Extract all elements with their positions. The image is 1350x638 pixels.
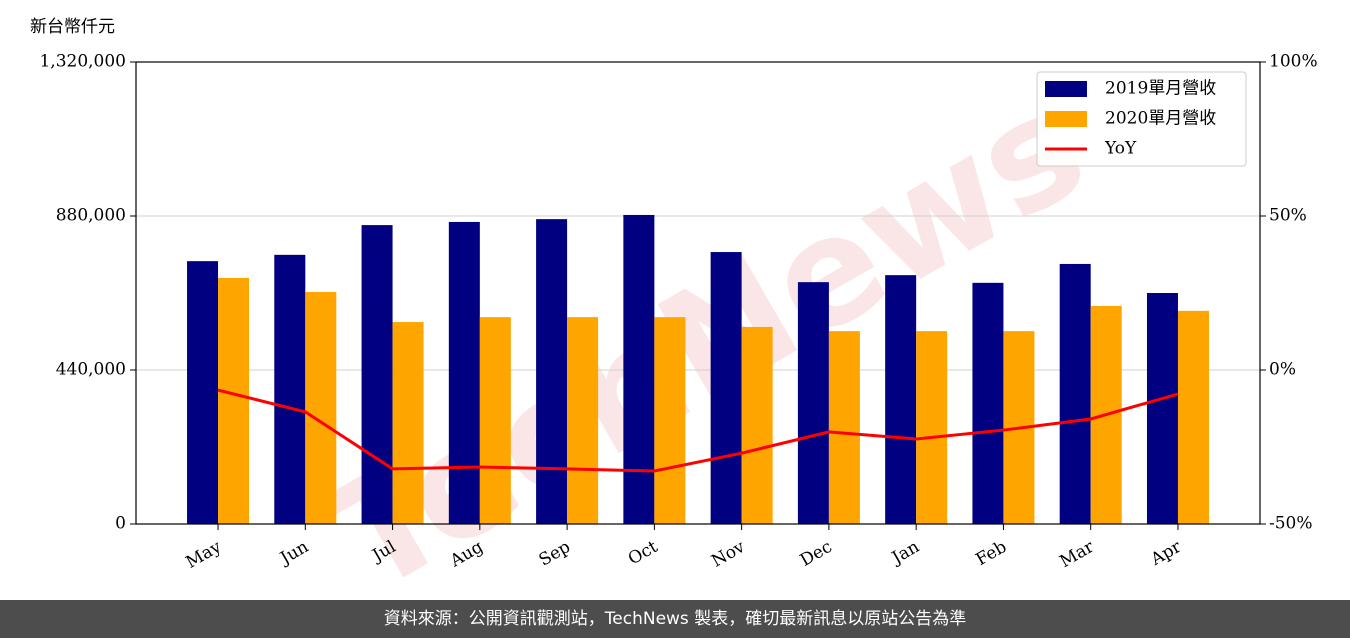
bar <box>828 331 860 524</box>
x-tick-label: Apr <box>1147 536 1186 570</box>
bar <box>567 317 599 524</box>
x-tick-label: Jun <box>275 537 312 570</box>
plot-frame <box>135 61 1261 525</box>
x-tick-label: Oct <box>625 537 661 570</box>
x-tick-label: Nov <box>708 537 748 572</box>
bar <box>972 282 1004 524</box>
legend-label: YoY <box>1104 139 1137 159</box>
x-tick-label: Jan <box>887 537 923 569</box>
x-tick-label: Sep <box>536 537 574 571</box>
x-tick-label: Feb <box>973 537 1011 570</box>
legend-box <box>1036 71 1247 167</box>
y-tick-label: 1,320,000 <box>39 52 126 72</box>
y2-tick-label: -50% <box>1269 514 1313 534</box>
footer-bar <box>0 600 1350 638</box>
y-axis-title: 新台幣仟元 <box>30 17 115 37</box>
bar <box>479 317 511 524</box>
x-tick-label: May <box>183 537 226 573</box>
bar <box>885 275 917 524</box>
bar <box>392 322 424 524</box>
legend-swatch <box>1045 111 1087 127</box>
bar <box>1177 310 1209 524</box>
y-tick-label: 880,000 <box>56 206 126 226</box>
y2-tick-label: 50% <box>1269 206 1307 226</box>
bar <box>187 261 219 524</box>
footer-text: 資料來源：公開資訊觀測站，TechNews 製表，確切最新訊息以原站公告為準 <box>384 609 966 629</box>
bar <box>710 252 742 525</box>
bar <box>218 277 250 524</box>
bar <box>741 326 773 524</box>
bar <box>361 225 393 524</box>
line-series <box>217 388 1179 473</box>
legend-label: 2020單月營收 <box>1105 109 1216 129</box>
bar <box>797 282 829 524</box>
bar <box>305 291 337 524</box>
y2-tick-label: 100% <box>1269 52 1318 72</box>
x-tick-label: Dec <box>797 537 836 571</box>
y-tick-label: 0 <box>115 514 126 534</box>
bar <box>654 317 686 524</box>
y2-tick-label: 0% <box>1269 360 1296 380</box>
bar <box>916 331 948 524</box>
bar <box>274 254 306 524</box>
bar <box>623 214 655 524</box>
legend-label: 2019單月營收 <box>1105 79 1216 99</box>
bar <box>1146 293 1178 524</box>
x-tick-label: Mar <box>1057 536 1099 572</box>
legend-swatch <box>1045 81 1087 97</box>
bar <box>536 219 568 524</box>
bar <box>448 221 480 524</box>
bar <box>1059 263 1091 524</box>
y-tick-label: 440,000 <box>56 360 126 380</box>
